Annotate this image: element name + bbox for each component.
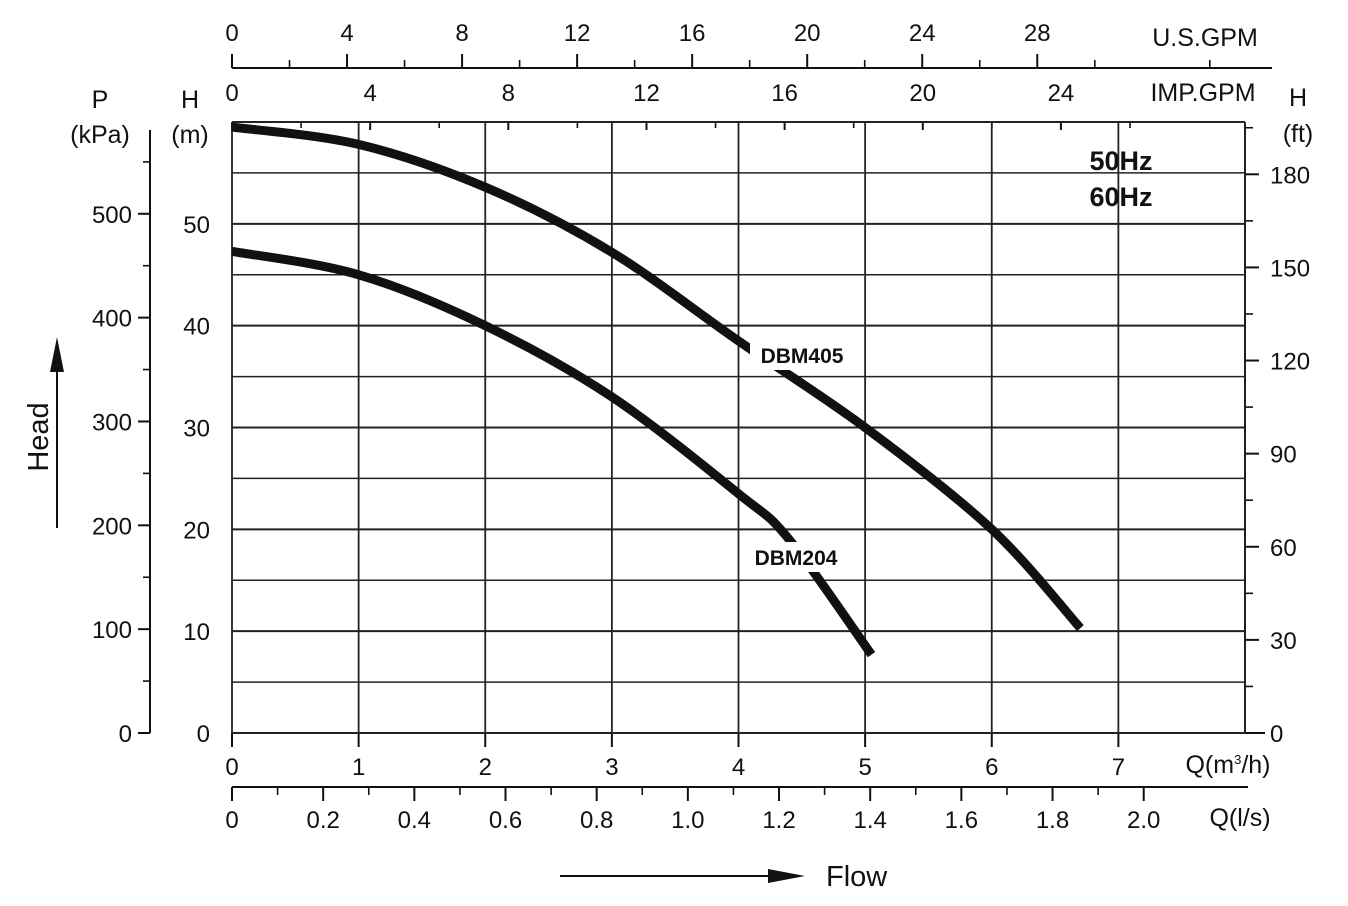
x-axis-usgpm-tick-label: 8: [455, 20, 468, 47]
x-axis-impgpm-tick-label: 12: [633, 80, 660, 107]
head-arrow-icon: [50, 337, 64, 372]
curve-label-dbm204: DBM204: [755, 547, 838, 570]
x-axis-ls-tick-label: 1.4: [854, 807, 887, 834]
y-axis-kpa-tick-label: 200: [92, 513, 132, 540]
y-axis-ft-tick-label: 0: [1270, 721, 1283, 748]
y-axis-m-label-bottom: (m): [171, 121, 208, 149]
frequency-label: 50Hz: [1089, 146, 1152, 176]
x-axis-ls-tick-label: 0.6: [489, 807, 522, 834]
x-axis-usgpm-tick-label: 24: [909, 20, 936, 47]
y-axis-kpa-tick-label: 0: [119, 721, 132, 748]
curve-label-box: [750, 340, 854, 370]
y-axis-kpa-tick-label: 500: [92, 202, 132, 229]
x-axis-m3h-tick-label: 2: [479, 754, 492, 781]
curve-dbm405: [231, 122, 1084, 632]
y-axis-kpa-tick-label: 300: [92, 409, 132, 436]
y-axis-m-tick-label: 20: [183, 517, 210, 544]
y-axis-m-tick-label: 50: [183, 212, 210, 239]
y-axis-ft-tick-label: 90: [1270, 442, 1297, 469]
x-axis-ls-tick-label: 0.8: [580, 807, 613, 834]
x-axis-m3h-tick-label: 0: [225, 754, 238, 781]
x-axis-m3h-tick-label: 3: [605, 754, 618, 781]
x-axis-usgpm-tick-label: 28: [1024, 20, 1051, 47]
y-axis-ft-label-bottom: (ft): [1283, 120, 1314, 148]
y-axis-kpa-label-bottom: (kPa): [70, 121, 130, 149]
y-axis-m-tick-label: 0: [197, 721, 210, 748]
grid-layer: [231, 121, 1246, 734]
x-axis-impgpm-tick-label: 0: [225, 80, 238, 107]
x-axis-m3h-tick-label: 5: [858, 754, 871, 781]
curve-dbm204: [231, 246, 876, 658]
head-axis-word: Head: [23, 402, 55, 471]
curve-label-dbm405: DBM405: [761, 345, 844, 368]
x-axis-ls-tick-label: 0: [225, 807, 238, 834]
x-axis-ls-tick-label: 1.6: [945, 807, 978, 834]
y-axis-ft-label-top: H: [1289, 84, 1307, 112]
x-axis-ls-tick-label: 1.2: [762, 807, 795, 834]
x-axis-m3h-tick-label: 6: [985, 754, 998, 781]
x-axis-ls-tick-label: 2.0: [1127, 807, 1160, 834]
x-axis-ls-tick-label: 0.2: [306, 807, 339, 834]
x-axis-m3h-tick-label: 7: [1112, 754, 1125, 781]
x-axis-impgpm-tick-label: 24: [1048, 80, 1075, 107]
y-axis-m-tick-label: 30: [183, 416, 210, 443]
x-axis-m3h-label: Q(m3/h): [1185, 751, 1270, 779]
x-axis-usgpm-tick-label: 20: [794, 20, 821, 47]
frequency-label: 60Hz: [1089, 182, 1152, 212]
x-axis-ls-tick-label: 1.0: [671, 807, 704, 834]
x-axis-usgpm-tick-label: 4: [340, 20, 353, 47]
x-axis-impgpm-label: IMP.GPM: [1150, 79, 1255, 107]
flow-arrow-icon: [768, 869, 805, 883]
x-axis-m3h-tick-label: 4: [732, 754, 745, 781]
y-axis-kpa-tick-label: 400: [92, 306, 132, 333]
x-axis-ls-label: Q(l/s): [1209, 804, 1270, 832]
x-axis-usgpm-tick-label: 12: [564, 20, 591, 47]
y-axis-ft-tick-label: 150: [1270, 255, 1310, 282]
y-axis-m-tick-label: 10: [183, 619, 210, 646]
y-axis-kpa-label-top: P: [92, 86, 109, 114]
x-axis-impgpm-tick-label: 8: [502, 80, 515, 107]
curve-layer: [231, 122, 1084, 658]
x-axis-ls-tick-label: 1.8: [1036, 807, 1069, 834]
y-axis-ft-tick-label: 180: [1270, 162, 1310, 189]
label-layer: 50Hz 60Hz DBM405 DBM204: [744, 146, 1153, 572]
axes-layer: 0 1 2 3 4 5 6 7 Q(m3/h)0 0.2 0.4 0.6 0.8 1.0 1.2 1.4 1.6…: [23, 20, 1313, 893]
y-axis-m-tick-label: 40: [183, 314, 210, 341]
y-axis-ft-tick-label: 60: [1270, 535, 1297, 562]
x-axis-impgpm-tick-label: 4: [363, 80, 376, 107]
x-axis-ls-tick-label: 0.4: [398, 807, 431, 834]
x-axis-usgpm-label: U.S.GPM: [1152, 24, 1258, 52]
y-axis-ft-tick-label: 30: [1270, 628, 1297, 655]
y-axis-kpa-tick-label: 100: [92, 617, 132, 644]
x-axis-impgpm-tick-label: 16: [771, 80, 798, 107]
x-axis-impgpm-tick-label: 20: [909, 80, 936, 107]
flow-axis-word: Flow: [826, 861, 888, 893]
x-axis-usgpm-tick-label: 16: [679, 20, 706, 47]
x-axis-m3h-tick-label: 1: [352, 754, 365, 781]
x-axis-usgpm-tick-label: 0: [225, 20, 238, 47]
curve-label-box: [744, 542, 848, 572]
y-axis-m-label-top: H: [181, 86, 199, 114]
y-axis-ft-tick-label: 120: [1270, 349, 1310, 376]
